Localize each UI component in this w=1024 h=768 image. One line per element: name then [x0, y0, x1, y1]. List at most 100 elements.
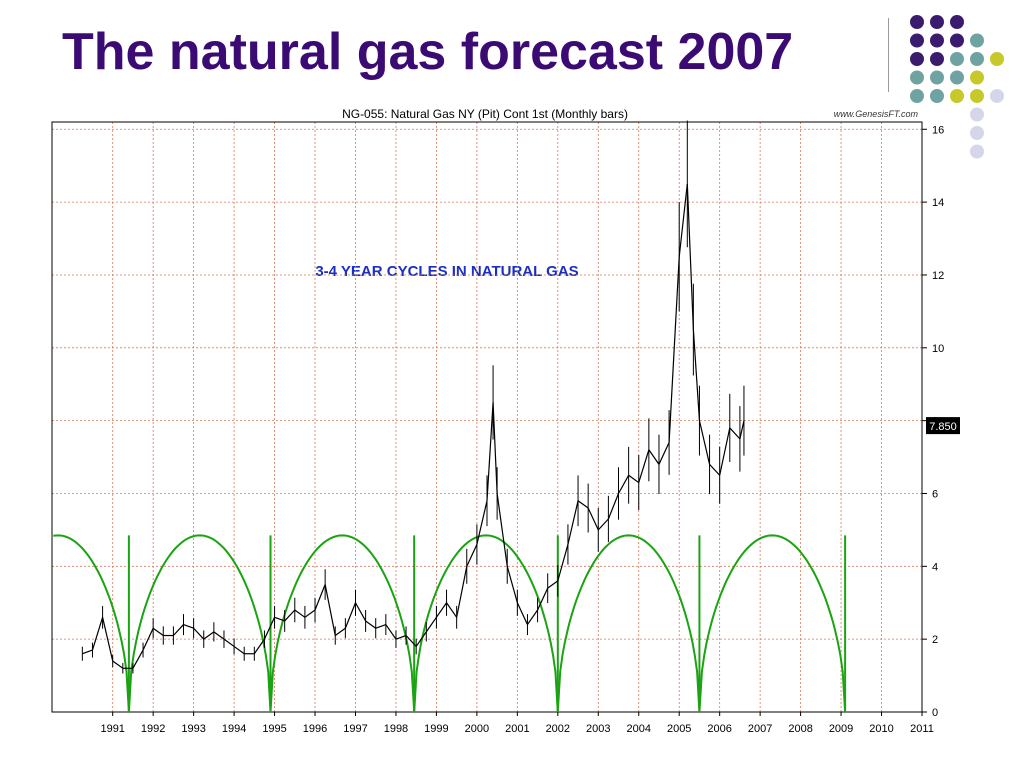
decorative-dot [910, 70, 924, 85]
decorative-dot [910, 15, 924, 29]
price-segment [692, 329, 701, 421]
price-series [81, 120, 745, 674]
x-tick-label: 1998 [384, 723, 408, 735]
decorative-dot [910, 89, 924, 103]
price-segment [365, 620, 377, 629]
x-tick-label: 2006 [707, 723, 731, 735]
price-segment [91, 617, 104, 651]
price-segment [385, 624, 397, 640]
price-segment [492, 402, 498, 494]
y-tick-label: 10 [932, 343, 944, 355]
decorative-dot [950, 89, 964, 103]
decorative-dot [910, 52, 924, 66]
x-tick-label: 1993 [181, 723, 205, 735]
price-segment [435, 602, 448, 618]
decorative-dot [970, 89, 984, 103]
y-tick-label: 16 [932, 124, 944, 136]
price-segment [112, 660, 124, 669]
price-segment [344, 602, 357, 629]
y-tick-label: 2 [932, 634, 938, 646]
decorative-dot [930, 70, 944, 85]
decorative-dot [970, 144, 984, 159]
x-tick-label: 2004 [627, 723, 651, 735]
price-segment [304, 609, 316, 618]
price-segment [617, 474, 630, 494]
x-axis: 1991 1992 1993 1994 1995 1996 1997 1998 1999 2000… [100, 712, 934, 735]
decorative-dot [990, 89, 1004, 103]
decorative-dot [930, 33, 944, 48]
price-segment [314, 584, 326, 611]
price-segment [233, 645, 245, 655]
x-tick-label: 2011 [910, 723, 934, 735]
price-segment [284, 609, 296, 622]
decorative-dot [950, 33, 964, 48]
price-segment [587, 507, 599, 531]
decorative-dot [970, 126, 984, 140]
y-tick-label: 6 [932, 488, 938, 500]
y-tick-label: 14 [932, 197, 944, 209]
price-segment [253, 638, 265, 655]
price-segment [334, 627, 346, 637]
price-segment [476, 500, 488, 545]
price-segment [506, 566, 518, 603]
price-segment [547, 580, 559, 589]
price-segment [567, 500, 579, 545]
price-segment [324, 584, 336, 636]
decorative-dot [970, 33, 984, 48]
price-segment [101, 617, 114, 662]
price-segment [607, 493, 620, 520]
price-segment [415, 631, 427, 647]
x-tick-label: 2005 [667, 723, 691, 735]
decorative-dot [930, 52, 944, 66]
price-segment [668, 256, 680, 443]
price-segment [729, 427, 741, 440]
price-segment [526, 609, 539, 625]
last-price-label: 7.850 [929, 421, 957, 433]
decorative-dot [970, 70, 984, 85]
price-segment [537, 587, 549, 611]
price-segment [496, 493, 508, 567]
price-segment [152, 627, 164, 637]
price-segment [648, 449, 660, 465]
price-segment [274, 616, 285, 622]
price-segment [132, 649, 144, 669]
decorative-dot [950, 52, 964, 66]
price-segment [658, 442, 670, 465]
decorative-dot [970, 107, 984, 122]
cycle-arc [698, 534, 847, 713]
decorative-dot [950, 70, 964, 85]
x-tick-label: 1992 [141, 723, 165, 735]
price-segment [425, 616, 437, 633]
price-segment [466, 544, 478, 567]
price-segment [82, 649, 93, 655]
price-segment [354, 602, 367, 622]
y-tick-label: 12 [932, 270, 944, 282]
price-segment [183, 624, 194, 629]
x-tick-label: 1994 [222, 723, 246, 735]
slide-title: The natural gas forecast 2007 [62, 23, 794, 81]
x-tick-label: 2007 [748, 723, 772, 735]
cycles-annotation: 3-4 YEAR CYCLES IN NATURAL GAS [315, 263, 578, 280]
price-segment [223, 638, 235, 647]
price-segment [516, 602, 529, 625]
price-segment [446, 602, 458, 618]
price-segment [678, 183, 688, 257]
x-tick-label: 2000 [465, 723, 489, 735]
x-tick-label: 1995 [262, 723, 286, 735]
decorative-dot [930, 15, 944, 29]
price-segment [486, 402, 494, 501]
x-tick-label: 2008 [788, 723, 812, 735]
price-segment [213, 631, 225, 640]
price-segment [719, 427, 731, 476]
price-segment [375, 624, 387, 629]
price-segment [294, 609, 306, 618]
cycle-arc [53, 534, 130, 713]
price-segment [577, 500, 589, 509]
price-segment [193, 627, 205, 640]
price-segment [557, 544, 569, 582]
price-segment [172, 624, 184, 636]
y-tick-label: 0 [932, 707, 938, 719]
x-tick-label: 2003 [586, 723, 610, 735]
x-tick-label: 2002 [546, 723, 570, 735]
